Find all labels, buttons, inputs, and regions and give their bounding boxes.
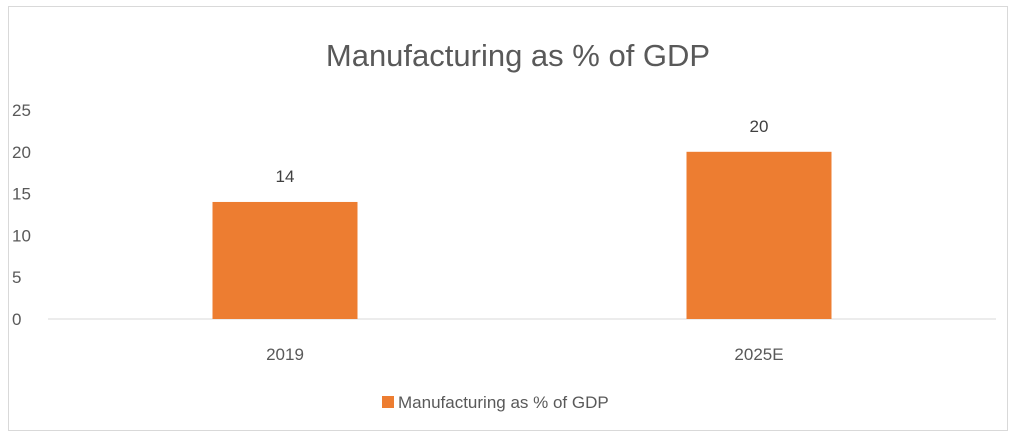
y-tick-label: 0 xyxy=(12,310,21,329)
x-category-label: 2019 xyxy=(266,345,304,364)
legend: Manufacturing as % of GDP xyxy=(382,393,609,412)
bar-data-label: 20 xyxy=(750,117,769,136)
bars-group xyxy=(212,151,832,319)
chart-frame xyxy=(8,6,1008,431)
bar xyxy=(686,151,832,319)
bar xyxy=(212,201,358,319)
y-tick-label: 10 xyxy=(12,226,31,245)
y-axis-ticks: 0 5 10 15 20 25 xyxy=(12,101,31,329)
legend-swatch xyxy=(382,396,394,408)
legend-label: Manufacturing as % of GDP xyxy=(398,393,609,412)
x-axis-categories: 2019 2025E xyxy=(266,345,784,364)
chart-title: Manufacturing as % of GDP xyxy=(326,38,710,73)
y-tick-label: 25 xyxy=(12,101,31,120)
y-tick-label: 15 xyxy=(12,185,31,204)
y-tick-label: 20 xyxy=(12,143,31,162)
data-labels-group: 14 20 xyxy=(276,117,769,186)
y-tick-label: 5 xyxy=(12,268,21,287)
x-category-label: 2025E xyxy=(734,345,783,364)
bar-data-label: 14 xyxy=(276,167,295,186)
